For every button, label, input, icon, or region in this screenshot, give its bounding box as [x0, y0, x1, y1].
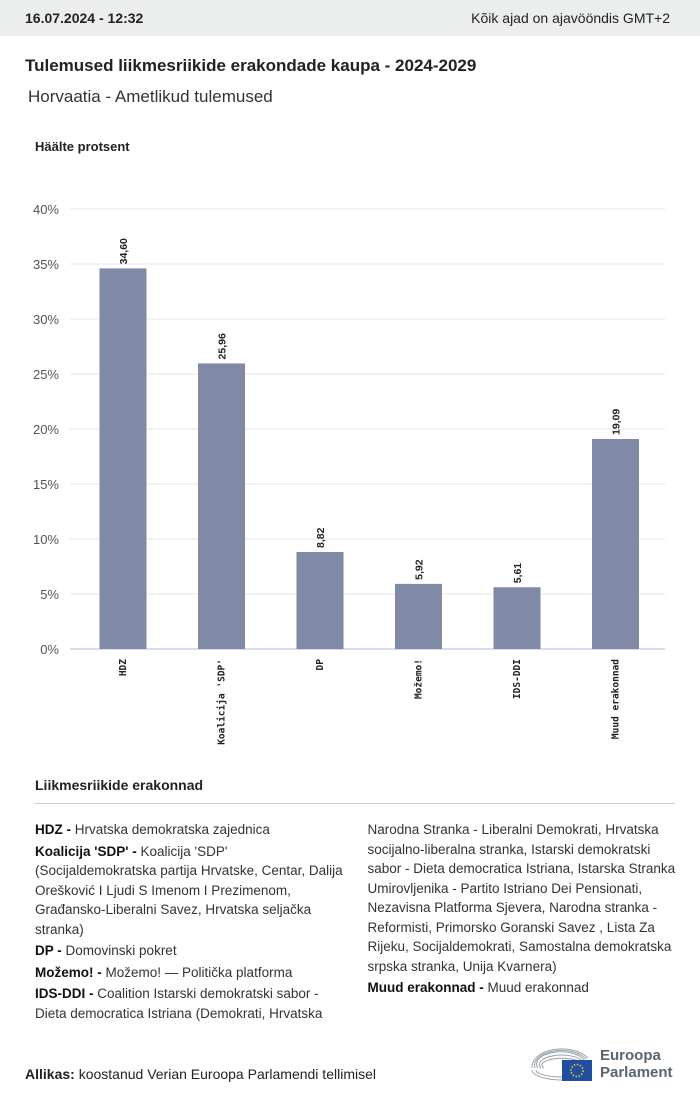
data-label: 19,09 [611, 409, 623, 435]
legend-fullname: Muud erakonnad [487, 980, 589, 995]
legend-item: Muud erakonnad - Muud erakonnad [368, 978, 681, 998]
y-tick-label: 30% [33, 312, 59, 327]
bar [296, 551, 344, 649]
legend-abbr: IDS-DDI - [35, 986, 94, 1001]
x-tick-label: Koalicija 'SDP' [217, 659, 228, 745]
x-tick-label: Možemo! [414, 659, 425, 699]
data-label: 8,82 [315, 527, 327, 548]
legend-divider [35, 803, 675, 804]
legend: HDZ - Hrvatska demokratska zajednica Koal… [35, 820, 680, 1023]
timestamp: 16.07.2024 - 12:32 [25, 10, 144, 26]
logo-line-2: Parlament [600, 1064, 673, 1081]
legend-item: HDZ - Hrvatska demokratska zajednica [35, 820, 348, 840]
x-tick-label: DP [315, 659, 326, 671]
y-tick-label: 10% [33, 532, 59, 547]
page-subtitle: Horvaatia - Ametlikud tulemused [28, 87, 273, 106]
legend-item: IDS-DDI - Coalition Istarski demokratski… [35, 820, 680, 1023]
bar-chart: 0% 5% 10% 15% 20% 25% 30% 35% 40% 34,60 HDZ 25,96 Ko… [33, 202, 665, 745]
bar [395, 583, 442, 649]
ep-logo: Euroopa Parlament [530, 1046, 673, 1082]
y-tick-label: 15% [33, 477, 59, 492]
bar [198, 363, 245, 649]
x-tick-label: Muud erakonnad [611, 659, 622, 739]
logo-line-1: Euroopa [600, 1047, 661, 1064]
data-label: 5,92 [414, 559, 426, 580]
x-tick-label: IDS-DDI [512, 659, 523, 699]
timezone-note: Kõik ajad on ajavööndis GMT+2 [471, 10, 670, 26]
bar [99, 268, 147, 649]
y-tick-label: 40% [33, 202, 59, 217]
parliament-logo-icon [531, 1048, 592, 1081]
legend-fullname: Koalicija 'SDP' (Socijaldemokratska part… [35, 843, 343, 937]
data-label: 5,61 [512, 563, 524, 584]
page-title: Tulemused liikmesriikide erakondade kaup… [25, 56, 477, 75]
bar [592, 439, 639, 649]
legend-item: Možemo! - Možemo! — Politička platforma [35, 963, 348, 983]
legend-abbr: Muud erakonnad - [367, 980, 484, 995]
legend-abbr: HDZ - [35, 822, 71, 837]
legend-abbr: Možemo! - [35, 964, 102, 980]
x-tick-label: HDZ [118, 659, 129, 676]
legend-item: DP - Domovinski pokret [35, 941, 348, 961]
top-bar: 16.07.2024 - 12:32 Kõik ajad on ajavöönd… [0, 0, 700, 36]
y-tick-label: 5% [40, 587, 59, 602]
legend-item: Koalicija 'SDP' - Koalicija 'SDP' (Socij… [35, 842, 348, 940]
y-tick-label: 20% [33, 422, 59, 437]
legend-fullname: Coalition Istarski demokratski sabor - D… [35, 822, 676, 1021]
bar [493, 587, 541, 649]
source-text: koostanud Verian Euroopa Parlamendi tell… [78, 1066, 376, 1082]
y-tick-label: 25% [33, 367, 59, 382]
legend-fullname: Hrvatska demokratska zajednica [74, 822, 270, 837]
y-tick-label: 0% [40, 642, 59, 657]
legend-fullname: Možemo! — Politička platforma [105, 964, 293, 980]
source-note: Allikas: koostanud Verian Euroopa Parlam… [25, 1066, 376, 1082]
legend-title: Liikmesriikide erakonnad [35, 777, 204, 793]
data-label: 34,60 [118, 238, 130, 264]
legend-abbr: Koalicija 'SDP' - [35, 843, 137, 859]
y-axis-label: Häälte protsent [35, 139, 130, 154]
y-tick-label: 35% [33, 257, 59, 272]
source-label: Allikas: [25, 1066, 75, 1082]
legend-abbr: DP - [35, 943, 62, 958]
data-label: 25,96 [217, 333, 229, 359]
legend-fullname: Domovinski pokret [65, 943, 177, 958]
